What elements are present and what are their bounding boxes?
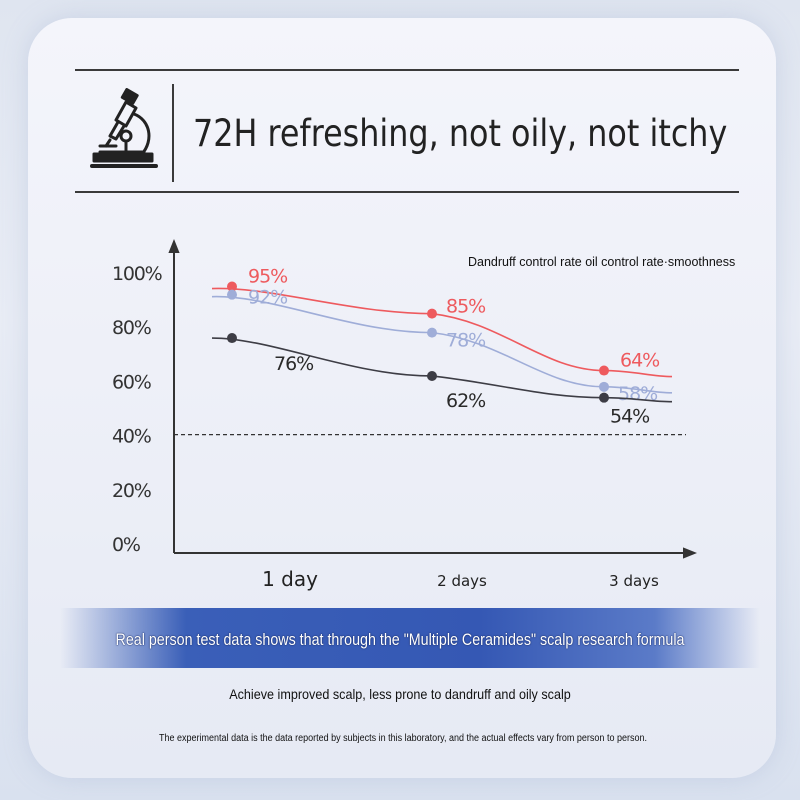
footnote-text: The experimental data is the data report… bbox=[159, 733, 647, 744]
subtitle-text: Achieve improved scalp, less prone to da… bbox=[229, 686, 571, 702]
page-title: 72H refreshing, not oily, not itchy bbox=[193, 112, 728, 155]
data-label: 76% bbox=[274, 353, 313, 375]
data-label: 58% bbox=[618, 383, 657, 405]
x-tick-label: 1 day bbox=[262, 567, 318, 591]
microscope-icon bbox=[88, 88, 160, 172]
series-line bbox=[211, 287, 673, 378]
data-point bbox=[599, 392, 609, 403]
x-tick-label: 2 days bbox=[437, 572, 487, 590]
data-point bbox=[227, 289, 237, 300]
data-label: 64% bbox=[620, 350, 659, 372]
data-label: 62% bbox=[446, 390, 485, 412]
data-label: 85% bbox=[446, 296, 485, 318]
y-tick-label: 100% bbox=[112, 263, 162, 285]
data-point bbox=[427, 308, 437, 319]
x-tick-label: 3 days bbox=[609, 572, 659, 590]
banner-background bbox=[60, 608, 760, 668]
data-label: 95% bbox=[248, 266, 287, 288]
data-point bbox=[599, 365, 609, 376]
header-separator bbox=[172, 84, 174, 182]
header-bottom-rule bbox=[75, 191, 739, 193]
y-tick-label: 80% bbox=[112, 317, 151, 339]
data-point bbox=[599, 381, 609, 392]
data-point bbox=[227, 333, 237, 344]
y-tick-label: 0% bbox=[112, 534, 140, 556]
legend-text: Dandruff control rate oil control rate·s… bbox=[468, 255, 735, 269]
series-line bbox=[211, 337, 673, 403]
series-line bbox=[211, 295, 673, 394]
data-point bbox=[227, 281, 237, 292]
banner-text: Real person test data shows that through… bbox=[115, 630, 685, 649]
data-label: 92% bbox=[248, 287, 287, 309]
y-tick-label: 40% bbox=[112, 426, 151, 448]
y-tick-label: 20% bbox=[112, 480, 151, 502]
y-tick-label: 60% bbox=[112, 371, 151, 393]
data-label: 78% bbox=[446, 330, 485, 352]
data-point bbox=[427, 370, 437, 381]
data-point bbox=[427, 327, 437, 338]
data-label: 54% bbox=[610, 406, 649, 428]
header-top-rule bbox=[75, 69, 739, 71]
